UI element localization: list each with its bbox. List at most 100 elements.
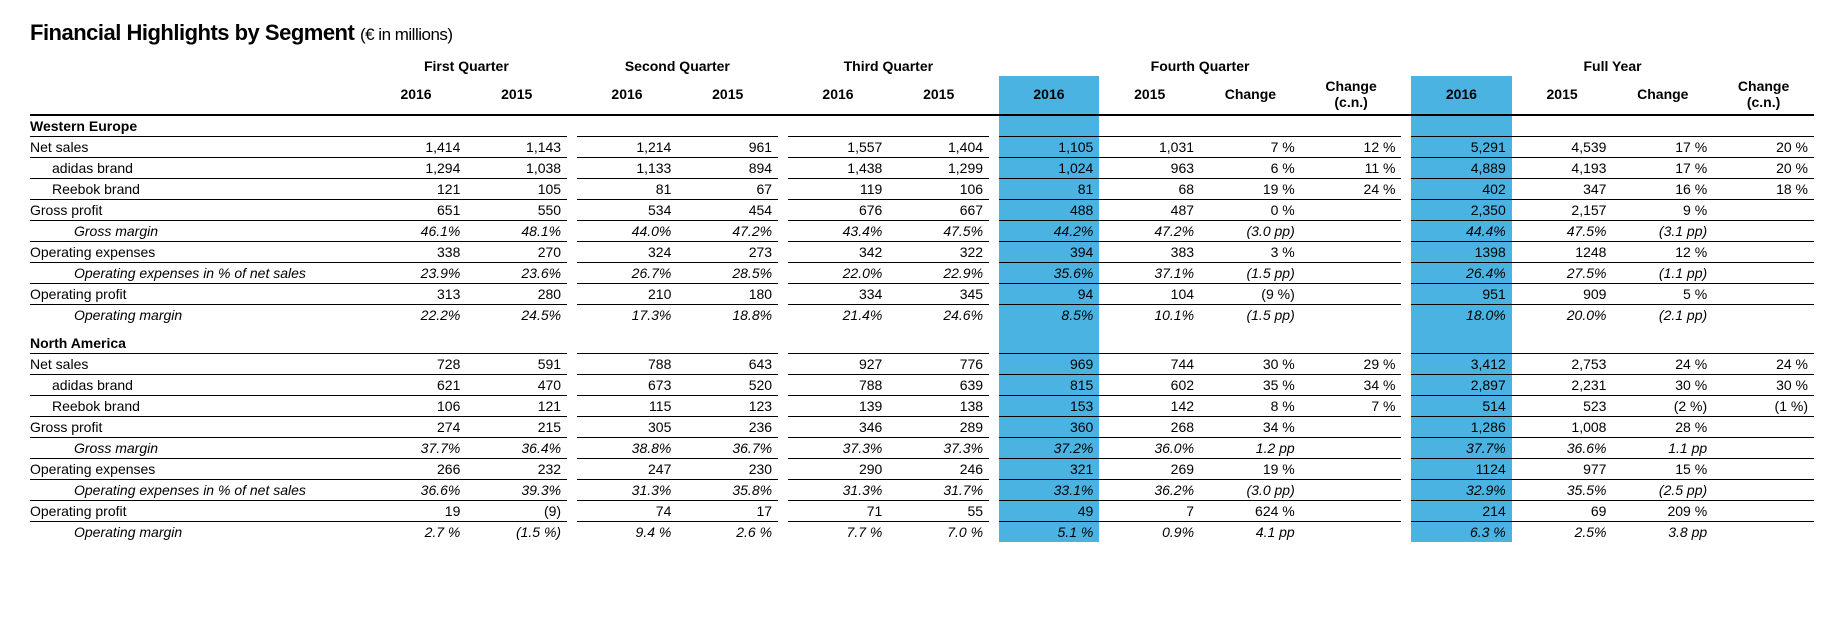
cell: 4.1 pp (1200, 522, 1301, 543)
cell: 47.5% (1512, 221, 1613, 242)
cell: 28 % (1612, 417, 1713, 438)
row-label: Gross margin (30, 438, 366, 459)
cell: 17 (677, 501, 778, 522)
title-text: Financial Highlights by Segment (30, 20, 354, 45)
cell: (1 %) (1713, 396, 1814, 417)
cell: 26.7% (577, 263, 678, 284)
cell: 7.0 % (888, 522, 989, 543)
year-header: 2016 (577, 76, 678, 114)
year-header: 2015 (1099, 76, 1200, 114)
cell: 470 (466, 375, 567, 396)
cell: 30 % (1200, 354, 1301, 375)
cell: 23.9% (366, 263, 467, 284)
segment-table: First QuarterSecond QuarterThird Quarter… (30, 56, 1814, 542)
cell: 105 (466, 179, 567, 200)
cell: 1,286 (1411, 417, 1512, 438)
cell: 0 % (1200, 200, 1301, 221)
cell: 26.4% (1411, 263, 1512, 284)
year-header: 2015 (1512, 76, 1613, 114)
cell: 7 % (1200, 137, 1301, 158)
cell: 347 (1512, 179, 1613, 200)
table-row: Gross profit27421530523634628936026834 %… (30, 417, 1814, 438)
table-row: adidas brand1,2941,0381,1338941,4381,299… (30, 158, 1814, 179)
cell: 49 (999, 501, 1100, 522)
cell: 37.3% (788, 438, 889, 459)
cell: 210 (577, 284, 678, 305)
cell: 1,414 (366, 137, 467, 158)
cell: 36.0% (1099, 438, 1200, 459)
cell: 3 % (1200, 242, 1301, 263)
cell: 37.2% (999, 438, 1100, 459)
cell: 624 % (1200, 501, 1301, 522)
cell: 81 (577, 179, 678, 200)
cell: 338 (366, 242, 467, 263)
cell: 273 (677, 242, 778, 263)
cell: 1,031 (1099, 137, 1200, 158)
cell: 21.4% (788, 305, 889, 326)
cell: 35.8% (677, 480, 778, 501)
cell: 402 (1411, 179, 1512, 200)
cell: 35 % (1200, 375, 1301, 396)
cell (1713, 305, 1814, 326)
cell: 270 (466, 242, 567, 263)
table-row: Operating margin2.7 %(1.5 %)9.4 %2.6 %7.… (30, 522, 1814, 543)
region-header-row: North America (30, 325, 1814, 354)
cell: 215 (466, 417, 567, 438)
cell: 2,157 (1512, 200, 1613, 221)
cell: 37.3% (888, 438, 989, 459)
cell: 11 % (1301, 158, 1402, 179)
cell: 230 (677, 459, 778, 480)
cell: 7 (1099, 501, 1200, 522)
cell: 346 (788, 417, 889, 438)
cell: 246 (888, 459, 989, 480)
cell: 894 (677, 158, 778, 179)
cell: 15 % (1612, 459, 1713, 480)
year-header: Change(c.n.) (1301, 76, 1402, 114)
cell: 345 (888, 284, 989, 305)
cell: 247 (577, 459, 678, 480)
cell: 1,557 (788, 137, 889, 158)
cell: 1,133 (577, 158, 678, 179)
cell: 1,105 (999, 137, 1100, 158)
cell: 487 (1099, 200, 1200, 221)
cell: 232 (466, 459, 567, 480)
cell: 18 % (1713, 179, 1814, 200)
cell: 81 (999, 179, 1100, 200)
row-label: Operating expenses in % of net sales (30, 263, 366, 284)
year-header: 2015 (677, 76, 778, 114)
cell: 180 (677, 284, 778, 305)
cell: 37.7% (1411, 438, 1512, 459)
row-label: adidas brand (30, 375, 366, 396)
cell: 37.1% (1099, 263, 1200, 284)
cell: 676 (788, 200, 889, 221)
cell: 454 (677, 200, 778, 221)
cell: 534 (577, 200, 678, 221)
table-row: Operating profit19(9)74177155497624 %214… (30, 501, 1814, 522)
cell: 1,294 (366, 158, 467, 179)
cell: (2 %) (1612, 396, 1713, 417)
cell: 290 (788, 459, 889, 480)
cell: 39.3% (466, 480, 567, 501)
cell: 214 (1411, 501, 1512, 522)
cell: 24.6% (888, 305, 989, 326)
cell (1713, 263, 1814, 284)
year-header: 2016 (366, 76, 467, 114)
cell: 121 (466, 396, 567, 417)
financial-table: First QuarterSecond QuarterThird Quarter… (30, 56, 1814, 542)
group-header-row: First QuarterSecond QuarterThird Quarter… (30, 56, 1814, 76)
cell: (2.1 pp) (1612, 305, 1713, 326)
year-header: Change (1612, 76, 1713, 114)
cell: 394 (999, 242, 1100, 263)
cell: 34 % (1301, 375, 1402, 396)
row-label: Reebok brand (30, 396, 366, 417)
row-label: Reebok brand (30, 179, 366, 200)
cell: 728 (366, 354, 467, 375)
cell: 209 % (1612, 501, 1713, 522)
cell: 4,539 (1512, 137, 1613, 158)
cell: 1,024 (999, 158, 1100, 179)
cell: 909 (1512, 284, 1613, 305)
cell: 1,214 (577, 137, 678, 158)
cell: 1.1 pp (1612, 438, 1713, 459)
cell: 268 (1099, 417, 1200, 438)
cell: (9 %) (1200, 284, 1301, 305)
